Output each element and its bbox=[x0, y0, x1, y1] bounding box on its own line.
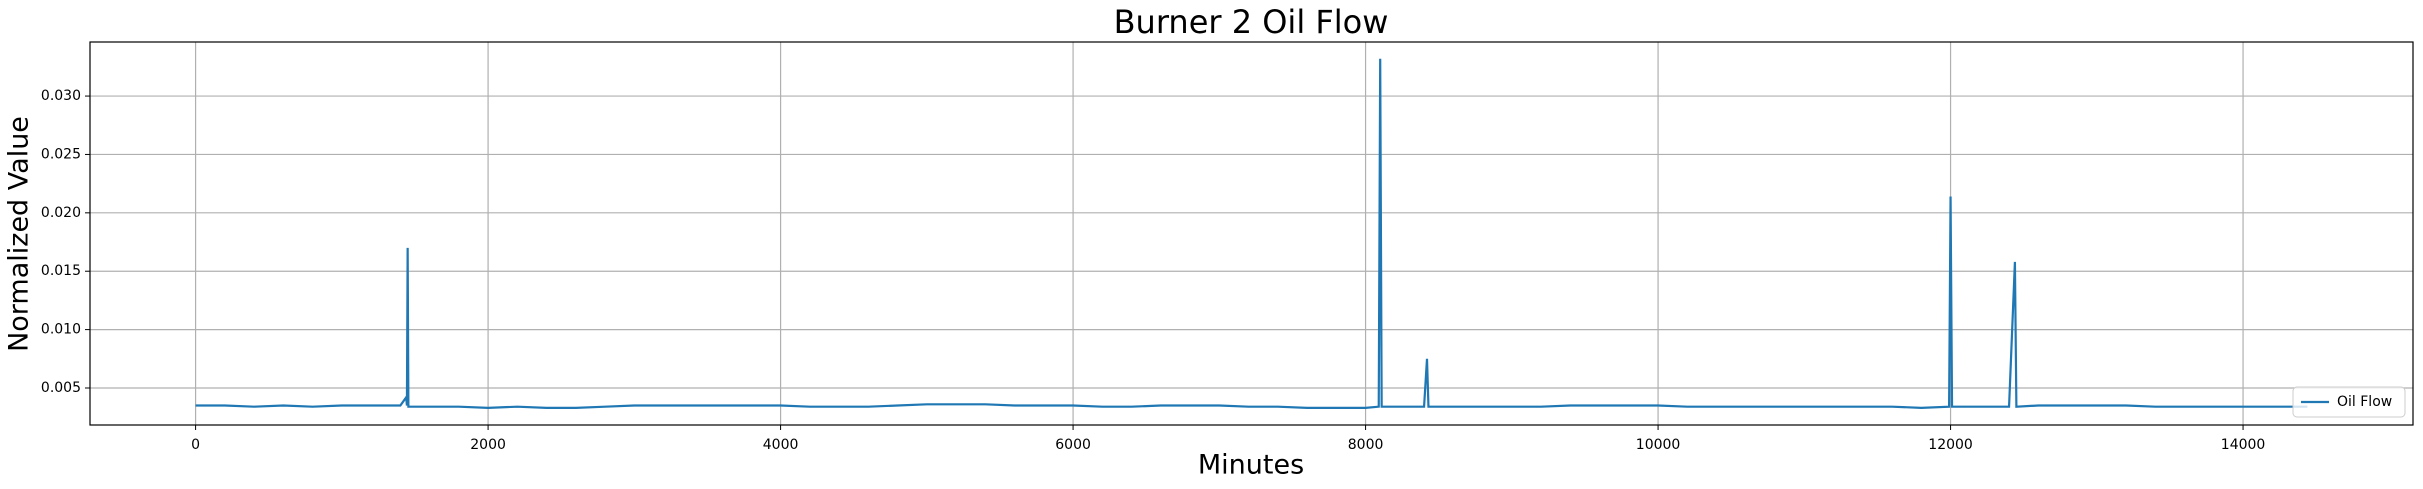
x-tick-label: 10000 bbox=[1636, 437, 1681, 453]
x-tick-label: 14000 bbox=[2221, 437, 2266, 453]
plot-frame bbox=[89, 41, 2414, 426]
x-tick-label: 2000 bbox=[470, 437, 506, 453]
legend: Oil Flow bbox=[2292, 386, 2406, 418]
y-tick-label: 0.020 bbox=[41, 205, 81, 221]
y-tick-label: 0.010 bbox=[41, 322, 81, 338]
y-tick-label: 0.005 bbox=[41, 380, 81, 396]
legend-label: Oil Flow bbox=[2337, 394, 2392, 410]
x-tick-label: 6000 bbox=[1055, 437, 1091, 453]
x-tick-label: 12000 bbox=[1928, 437, 1973, 453]
chart-title: Burner 2 Oil Flow bbox=[1114, 3, 1389, 41]
data-line bbox=[195, 58, 2308, 409]
x-tick-label: 0 bbox=[191, 437, 200, 453]
y-tick-label: 0.025 bbox=[41, 146, 81, 162]
y-tick-label: 0.015 bbox=[41, 263, 81, 279]
x-tick-label: 4000 bbox=[763, 437, 799, 453]
legend-box bbox=[2292, 386, 2406, 418]
y-axis-label: Normalized Value bbox=[4, 116, 35, 352]
x-tick-label: 8000 bbox=[1348, 437, 1384, 453]
y-tick-label: 0.030 bbox=[41, 88, 81, 104]
x-axis-label: Minutes bbox=[1198, 450, 1304, 481]
